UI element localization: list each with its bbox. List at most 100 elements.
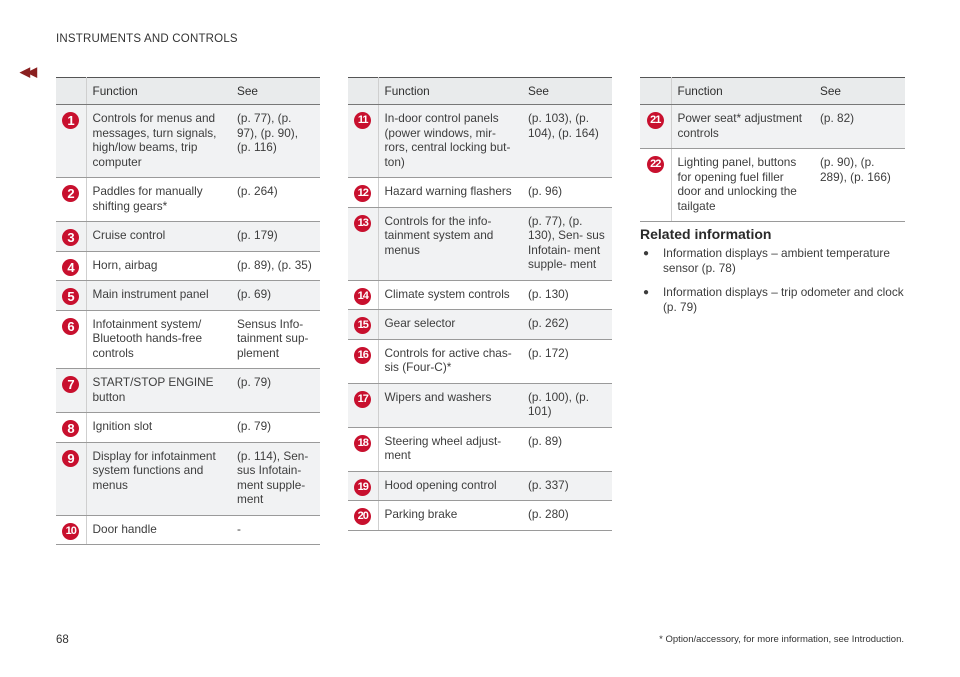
- callout-number-cell: 21: [640, 104, 672, 149]
- function-cell: START/STOP ENGINE button: [86, 368, 231, 413]
- see-reference-cell[interactable]: (p. 82): [814, 104, 905, 149]
- function-cell: Horn, airbag: [86, 251, 231, 281]
- callout-number-badge: 13: [354, 214, 372, 232]
- see-reference-cell[interactable]: (p. 172): [522, 339, 612, 384]
- see-reference-cell[interactable]: (p. 96): [522, 177, 612, 208]
- callout-number-badge: 5: [62, 288, 80, 305]
- callout-number-badge: 8: [62, 420, 80, 437]
- callout-number-cell: 15: [348, 309, 379, 340]
- see-reference-cell[interactable]: (p. 130): [522, 280, 612, 310]
- callout-number-badge: 14: [354, 287, 372, 305]
- table-row: 4 Horn, airbag (p. 89), (p. 35): [56, 251, 320, 281]
- callout-number-badge: 2: [62, 185, 80, 202]
- function-cell: Display for infotainment system function…: [86, 442, 231, 516]
- callout-number-badge: 12: [354, 185, 372, 202]
- see-reference-cell[interactable]: (p. 77), (p. 130), Sen- sus Infotain- me…: [522, 207, 612, 281]
- table-row: 11 In-door control panels (power windows,…: [348, 104, 612, 178]
- function-cell: Cruise control: [86, 221, 231, 252]
- see-reference-cell[interactable]: (p. 90), (p. 289), (p. 166): [814, 148, 905, 222]
- table-row: 13 Controls for the info- tainment system…: [348, 207, 612, 281]
- table-header-number: [640, 77, 672, 105]
- table-header-see: See: [522, 77, 612, 105]
- callout-number-cell: 3: [56, 221, 87, 252]
- related-link[interactable]: ● Information displays – trip odometer a…: [640, 285, 910, 315]
- back-arrow-icon[interactable]: ◀◀: [20, 64, 37, 79]
- callout-number-cell: 18: [348, 427, 379, 472]
- section-title: INSTRUMENTS AND CONTROLS: [56, 33, 238, 45]
- function-cell: Lighting panel, buttons for opening fuel…: [671, 148, 814, 222]
- callout-number-cell: 6: [56, 310, 87, 369]
- see-reference-cell[interactable]: (p. 262): [522, 309, 612, 340]
- see-reference-cell[interactable]: (p. 337): [522, 471, 612, 501]
- see-reference-cell[interactable]: (p. 77), (p. 97), (p. 90), (p. 116): [231, 104, 320, 178]
- callout-number-cell: 13: [348, 207, 379, 281]
- see-reference-cell[interactable]: (p. 280): [522, 500, 612, 531]
- callout-number-cell: 7: [56, 368, 87, 413]
- table-row: 18 Steering wheel adjust- ment (p. 89): [348, 427, 612, 472]
- see-reference-cell[interactable]: (p. 100), (p. 101): [522, 383, 612, 428]
- callout-number-badge: 3: [62, 229, 80, 246]
- table-row: 14 Climate system controls (p. 130): [348, 280, 612, 310]
- callout-number-badge: 10: [62, 522, 80, 540]
- footnote: * Option/accessory, for more information…: [659, 634, 904, 645]
- callout-number-cell: 11: [348, 104, 379, 178]
- table-header-see: See: [231, 77, 320, 105]
- function-cell: Infotainment system/ Bluetooth hands-fre…: [86, 310, 231, 369]
- see-reference-cell[interactable]: (p. 114), Sen- sus Infotain- ment supple…: [231, 442, 320, 516]
- bullet-icon: ●: [643, 287, 650, 298]
- function-cell: Parking brake: [378, 500, 522, 531]
- function-cell: Power seat* adjustment controls: [671, 104, 814, 149]
- see-reference-cell[interactable]: (p. 103), (p. 104), (p. 164): [522, 104, 612, 178]
- callout-number-badge: 16: [354, 346, 372, 364]
- table-header-function: Function: [86, 77, 231, 105]
- table-row: 3 Cruise control (p. 179): [56, 221, 320, 252]
- table-row: 19 Hood opening control (p. 337): [348, 471, 612, 501]
- see-reference-cell[interactable]: (p. 89), (p. 35): [231, 251, 320, 281]
- callout-number-cell: 4: [56, 251, 87, 281]
- related-link[interactable]: ● Information displays – ambient tempera…: [640, 246, 910, 276]
- see-reference-cell[interactable]: (p. 79): [231, 368, 320, 413]
- function-cell: Hood opening control: [378, 471, 522, 501]
- function-cell: Steering wheel adjust- ment: [378, 427, 522, 472]
- table-row: 7 START/STOP ENGINE button (p. 79): [56, 368, 320, 413]
- callout-number-badge: 18: [354, 434, 372, 452]
- table-row: 22 Lighting panel, buttons for opening fu…: [640, 148, 905, 222]
- table-header-function: Function: [378, 77, 522, 105]
- callout-number-badge: 1: [62, 112, 80, 129]
- table-header-number: [56, 77, 87, 105]
- callout-number-badge: 17: [354, 390, 372, 408]
- function-cell: In-door control panels (power windows, m…: [378, 104, 522, 178]
- see-reference-cell[interactable]: (p. 69): [231, 280, 320, 311]
- page-number: 68: [56, 634, 69, 646]
- see-reference-cell[interactable]: (p. 179): [231, 221, 320, 252]
- callout-number-badge: 19: [354, 478, 372, 496]
- callout-number-cell: 16: [348, 339, 379, 384]
- table-row: 20 Parking brake (p. 280): [348, 500, 612, 531]
- function-cell: Controls for active chas- sis (Four-C)*: [378, 339, 522, 384]
- function-cell: Door handle: [86, 515, 231, 545]
- table-row: 9 Display for infotainment system functio…: [56, 442, 320, 516]
- related-information: Related information ● Information displa…: [640, 226, 910, 324]
- callout-number-badge: 6: [62, 317, 80, 335]
- function-cell: Controls for menus and messages, turn si…: [86, 104, 231, 178]
- callout-number-cell: 17: [348, 383, 379, 428]
- see-reference-cell[interactable]: -: [231, 515, 320, 545]
- callout-number-badge: 21: [646, 112, 664, 129]
- see-reference-cell[interactable]: (p. 89): [522, 427, 612, 472]
- function-cell: Controls for the info- tainment system a…: [378, 207, 522, 281]
- see-reference-cell[interactable]: (p. 264): [231, 177, 320, 222]
- callout-number-cell: 2: [56, 177, 87, 222]
- callout-number-badge: 15: [354, 317, 372, 334]
- table-row: 12 Hazard warning flashers (p. 96): [348, 177, 612, 208]
- related-list: ● Information displays – ambient tempera…: [640, 246, 910, 315]
- function-cell: Ignition slot: [86, 412, 231, 443]
- callout-number-badge: 20: [354, 508, 372, 525]
- see-reference-cell[interactable]: Sensus Info- tainment sup- plement: [231, 310, 320, 369]
- function-table-1: Function See 1 Controls for menus and mes…: [56, 77, 320, 545]
- bullet-icon: ●: [643, 248, 650, 259]
- callout-number-cell: 8: [56, 412, 87, 443]
- callout-number-cell: 20: [348, 500, 379, 531]
- see-reference-cell[interactable]: (p. 79): [231, 412, 320, 443]
- callout-number-cell: 22: [640, 148, 672, 222]
- callout-number-cell: 1: [56, 104, 87, 178]
